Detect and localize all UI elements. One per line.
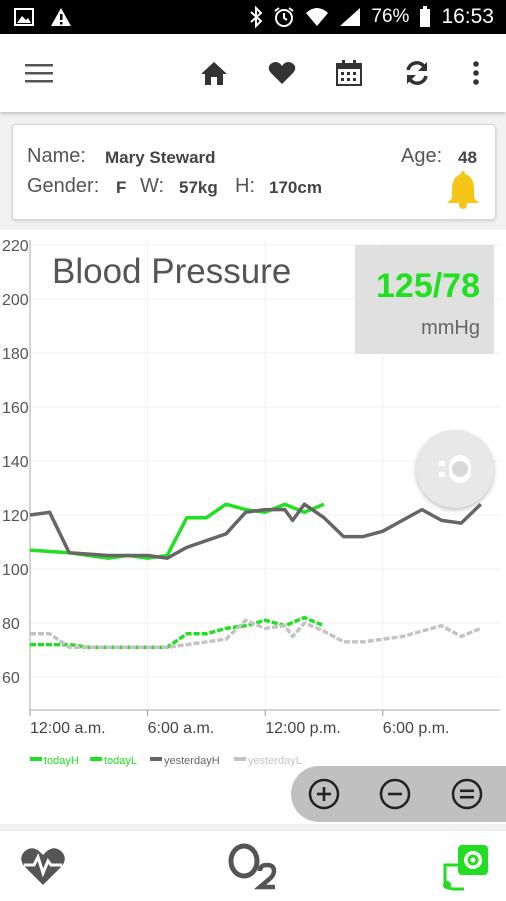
series-line-yesterdayH: [29, 502, 483, 560]
patient-weight: 57kg: [179, 178, 218, 197]
y-tick-label: 100: [2, 562, 29, 579]
status-bar: 76% 16:53: [0, 0, 506, 34]
hamburger-menu-icon: [25, 64, 53, 83]
legend-swatch-yesterdayH: [150, 757, 162, 761]
x-tick-label: 6:00 p.m.: [383, 720, 450, 737]
gallery-notification-icon: [14, 8, 34, 26]
nav-oxygen[interactable]: [226, 841, 282, 891]
home-button[interactable]: [199, 58, 229, 88]
legend-swatch-yesterdayL: [234, 757, 246, 761]
y-tick-label: 200: [2, 292, 29, 309]
legend-label-todayL: todayL: [104, 755, 137, 767]
name-label: Name:: [27, 145, 86, 167]
current-reading-box: 125/78 mmHg: [355, 245, 494, 354]
age-label: Age:: [401, 145, 443, 167]
bluetooth-icon: [250, 6, 263, 28]
gender-label: Gender:: [27, 175, 100, 197]
x-tick-label: 6:00 a.m.: [148, 720, 215, 737]
calendar-button[interactable]: [334, 58, 364, 88]
y-tick-label: 60: [2, 670, 20, 687]
warning-icon: [51, 8, 71, 26]
patient-age: 48: [458, 148, 477, 167]
refresh-icon: [406, 61, 428, 85]
y-tick-label: 180: [2, 346, 29, 363]
menu-button[interactable]: [24, 58, 54, 88]
chart-legend: todayH todayL yesterdayH yesterdayL: [30, 755, 302, 767]
x-tick-label: 12:00 p.m.: [265, 720, 341, 737]
series-line-todayL: [30, 615, 325, 650]
bottom-navigation: [0, 830, 506, 901]
current-bp-unit: mmHg: [421, 317, 480, 339]
zoom-out-icon[interactable]: [379, 778, 411, 810]
home-icon: [201, 62, 227, 85]
zoom-in-icon[interactable]: [308, 778, 340, 810]
legend-swatch-todayH: [30, 757, 42, 761]
y-tick-label: 160: [2, 400, 29, 417]
series-line-yesterdayL: [30, 618, 482, 650]
chart-series: [29, 502, 483, 650]
zoom-reset-icon[interactable]: [451, 778, 483, 810]
y-tick-label: 80: [2, 616, 20, 633]
current-bp-value: 125/78: [376, 267, 480, 305]
clock-time: 16:53: [441, 5, 494, 28]
legend-label-todayH: todayH: [44, 755, 79, 767]
nav-heart-rate[interactable]: [18, 843, 68, 889]
heart-icon: [268, 62, 296, 84]
series-line-todayH: [29, 502, 325, 560]
y-tick-label: 120: [2, 508, 29, 525]
height-label: H:: [235, 175, 255, 197]
y-tick-label: 140: [2, 454, 29, 471]
app-toolbar: [0, 34, 506, 112]
legend-label-yesterdayH: yesterdayH: [164, 755, 220, 767]
refresh-button[interactable]: [402, 58, 432, 88]
battery-percent: 76%: [371, 6, 410, 27]
blood-pressure-monitor-icon: [443, 845, 488, 891]
patient-gender: F: [116, 178, 127, 197]
legend-label-yesterdayL: yesterdayL: [248, 755, 302, 767]
signal-icon: [340, 8, 361, 26]
patient-info-card[interactable]: Name: Mary Steward Gender: F W: 57kg H: …: [12, 124, 496, 220]
wifi-icon: [306, 8, 329, 26]
overflow-menu-button[interactable]: [461, 58, 491, 88]
oxygen-o2-icon: [228, 843, 277, 890]
favorites-button[interactable]: [267, 58, 297, 88]
battery-icon: [420, 6, 431, 27]
more-vert-icon: [473, 61, 479, 85]
chart-title: Blood Pressure: [52, 252, 292, 291]
patient-height: 170cm: [269, 178, 322, 197]
heart-rate-icon: [21, 848, 65, 885]
alarm-icon: [274, 7, 295, 27]
chart-axes: 60 80 100 120 140 160 180 200 220 12:00 a.m. 6:00 …: [2, 238, 500, 737]
nav-blood-pressure[interactable]: [440, 843, 490, 893]
cuff-toggle-icon: [439, 455, 471, 483]
measure-fab-button[interactable]: [416, 430, 494, 508]
patient-name: Mary Steward: [105, 148, 216, 167]
calendar-icon: [336, 60, 362, 86]
y-tick-label: 220: [2, 238, 29, 255]
x-tick-label: 12:00 a.m.: [30, 720, 106, 737]
bell-icon[interactable]: [445, 169, 481, 209]
legend-swatch-todayL: [90, 757, 102, 761]
weight-label: W:: [140, 175, 165, 197]
zoom-controls: [291, 766, 506, 822]
